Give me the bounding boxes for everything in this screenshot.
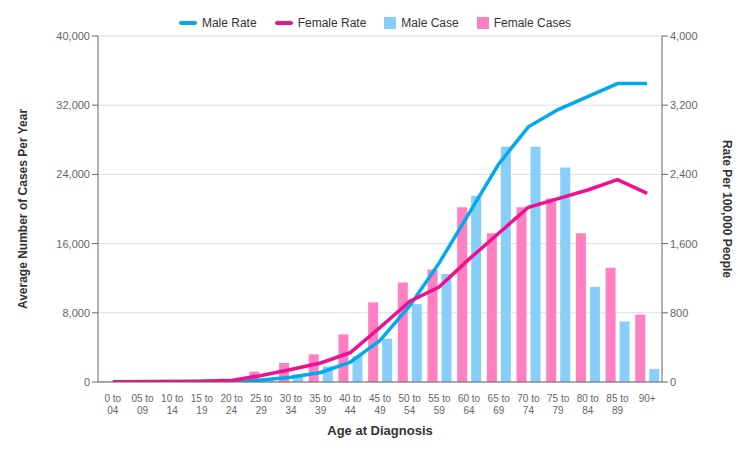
svg-text:16,000: 16,000: [56, 238, 90, 250]
html-text:Male Case: Male Case: [401, 16, 459, 30]
svg-text:0: 0: [84, 376, 90, 388]
svg-text:40,000: 40,000: [56, 30, 90, 42]
svg-text:25 to29: 25 to29: [250, 393, 273, 416]
svg-text:Average Number of Cases Per Ye: Average Number of Cases Per Year: [16, 109, 30, 309]
svg-text:60 to64: 60 to64: [458, 393, 481, 416]
svg-text:3,200: 3,200: [670, 99, 698, 111]
svg-text:05 to09: 05 to09: [131, 393, 154, 416]
svg-text:1,600: 1,600: [670, 238, 698, 250]
svg-text:85 to89: 85 to89: [606, 393, 629, 416]
svg-text:50 to54: 50 to54: [399, 393, 422, 416]
svg-text:Age at Diagnosis: Age at Diagnosis: [327, 423, 432, 438]
svg-text:40 to44: 40 to44: [339, 393, 362, 416]
svg-text:30 to34: 30 to34: [280, 393, 303, 416]
svg-text:75 to79: 75 to79: [547, 393, 570, 416]
svg-text:2,400: 2,400: [670, 168, 698, 180]
svg-text:0 to04: 0 to04: [104, 393, 121, 416]
svg-text:65 to69: 65 to69: [488, 393, 511, 416]
svg-text:55 to59: 55 to59: [428, 393, 451, 416]
svg-text:0: 0: [670, 376, 676, 388]
svg-text:80 to84: 80 to84: [577, 393, 600, 416]
svg-text:8,000: 8,000: [62, 307, 90, 319]
svg-text:4,000: 4,000: [670, 30, 698, 42]
svg-text:32,000: 32,000: [56, 99, 90, 111]
svg-text:10 to14: 10 to14: [161, 393, 184, 416]
html-text:Female Cases: Female Cases: [493, 16, 572, 30]
svg-text:90+: 90+: [639, 393, 656, 404]
svg-text:15 to19: 15 to19: [191, 393, 214, 416]
html-text:Male Rate: Male Rate: [201, 16, 257, 30]
svg-text:800: 800: [670, 307, 688, 319]
svg-text:70 to74: 70 to74: [517, 393, 540, 416]
svg-text:20 to24: 20 to24: [220, 393, 243, 416]
svg-text:35 to39: 35 to39: [310, 393, 333, 416]
svg-text:45 to49: 45 to49: [369, 393, 392, 416]
svg-text:24,000: 24,000: [56, 168, 90, 180]
svg-text:Rate Per 100,000 People: Rate Per 100,000 People: [720, 140, 734, 278]
html-text:Female Rate: Female Rate: [297, 16, 367, 30]
